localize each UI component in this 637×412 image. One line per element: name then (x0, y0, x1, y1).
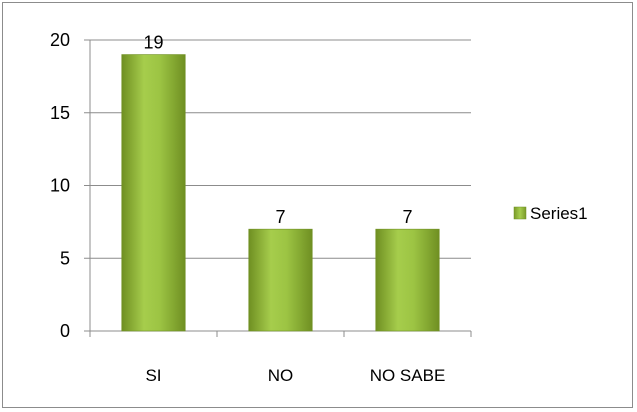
y-tick-label: 5 (60, 248, 70, 268)
legend-swatch (513, 206, 527, 220)
y-tick-label: 10 (50, 176, 70, 196)
x-category-label: NO SABE (370, 366, 446, 385)
bars (121, 54, 440, 332)
legend: Series1 (513, 204, 588, 223)
labels: 0 5 10 15 20 19 SI 7 NO 7 NO SABE (50, 30, 445, 385)
bar-no (248, 228, 313, 332)
chart-area (2, 2, 633, 408)
data-label: 19 (143, 33, 163, 53)
y-tick-label: 15 (50, 103, 70, 123)
data-label: 7 (402, 207, 412, 227)
y-tick-label: 20 (50, 30, 70, 50)
data-label: 7 (275, 207, 285, 227)
x-category-label: SI (145, 366, 161, 385)
x-category-label: NO (268, 366, 294, 385)
bar-no-sabe (375, 228, 440, 332)
y-tick-label: 0 (60, 321, 70, 341)
bar-si (121, 54, 186, 332)
legend-label: Series1 (530, 204, 588, 223)
